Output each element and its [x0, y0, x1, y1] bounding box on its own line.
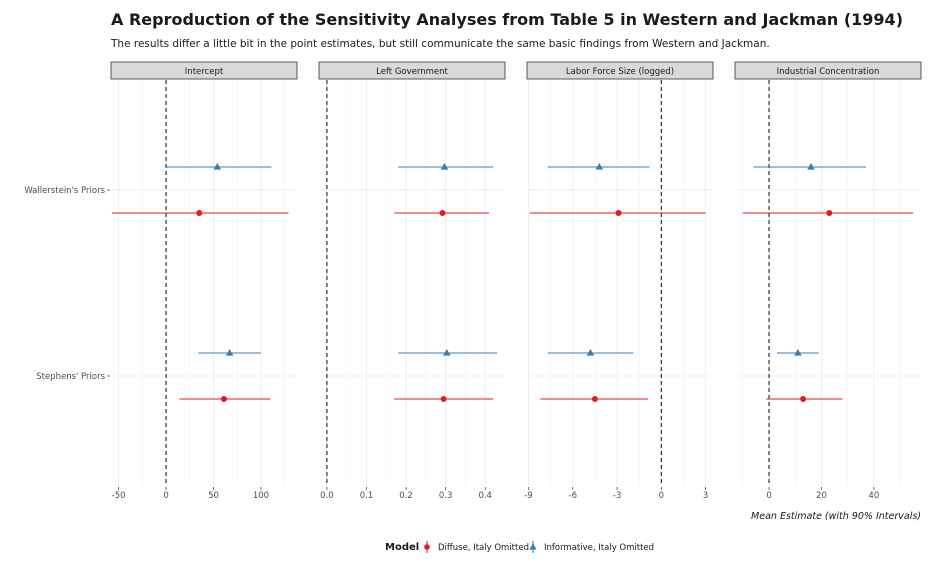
estimate-wallerstein-s-priors-diffuse-italy-omitted-point — [826, 210, 833, 216]
legend-label-diffuse-italy-omitted: Diffuse, Italy Omitted — [438, 543, 529, 553]
facet-left-government-strip-label: Left Government — [376, 67, 448, 77]
facet-industrial-concentration-strip-label: Industrial Concentration — [777, 67, 880, 77]
facet-labor-force-size-logged: Labor Force Size (logged) -9 -6 -3 0 3 — [524, 61, 714, 501]
x-tick-label: 3 — [703, 491, 708, 501]
y-axis-label-stephens-priors: Stephens' Priors — [36, 372, 105, 382]
x-tick-label: -6 — [569, 491, 577, 501]
facet-intercept: Intercept -50 0 50 100 — [110, 61, 298, 501]
facet-intercept-strip-label: Intercept — [185, 67, 224, 77]
x-tick-label: 0 — [659, 491, 664, 501]
estimate-wallerstein-s-priors-informative-italy-omitted-point — [440, 163, 449, 170]
estimate-stephens-priors-diffuse-italy-omitted-point — [440, 396, 447, 402]
x-tick-label: 0.0 — [320, 491, 334, 501]
legend-title: Model — [385, 542, 419, 553]
facet-left-government-strip — [318, 61, 506, 80]
estimate-stephens-priors-diffuse-italy-omitted-point — [591, 396, 598, 402]
legend-label-informative-italy-omitted: Informative, Italy Omitted — [544, 543, 654, 553]
facet-industrial-concentration-strip — [734, 61, 922, 80]
x-tick-label: 0 — [766, 491, 771, 501]
facet-intercept-strip — [110, 61, 298, 80]
estimate-stephens-priors-informative-italy-omitted-point — [225, 349, 234, 356]
estimate-wallerstein-s-priors-diffuse-italy-omitted-point — [615, 210, 622, 216]
estimate-wallerstein-s-priors-informative-italy-omitted-point — [807, 163, 815, 170]
estimate-stephens-priors-informative-italy-omitted-point — [794, 349, 802, 356]
chart-title: A Reproduction of the Sensitivity Analys… — [111, 10, 903, 29]
x-tick-label: -50 — [112, 491, 126, 501]
x-tick-label: 0 — [163, 491, 168, 501]
estimate-stephens-priors-diffuse-italy-omitted-point — [220, 396, 227, 402]
chart-subtitle: The results differ a little bit in the p… — [111, 38, 770, 50]
estimate-stephens-priors-informative-italy-omitted-point — [443, 349, 451, 356]
facet-labor-force-size-logged-strip — [526, 61, 714, 80]
legend-key-informative-italy-omitted-marker — [529, 543, 537, 550]
x-tick-label: 0.2 — [399, 491, 413, 501]
estimate-wallerstein-s-priors-diffuse-italy-omitted-point — [439, 210, 446, 216]
estimate-stephens-priors-informative-italy-omitted-point — [586, 349, 595, 356]
facet-industrial-concentration: Industrial Concentration 0 20 40 — [734, 61, 922, 501]
y-axis-label-wallerstein-s-priors: Wallerstein's Priors — [24, 186, 105, 196]
x-tick-label: 0.1 — [360, 491, 374, 501]
facet-labor-force-size-logged-strip-label: Labor Force Size (logged) — [566, 67, 674, 77]
estimate-stephens-priors-diffuse-italy-omitted-point — [800, 396, 807, 402]
x-axis-caption: Mean Estimate (with 90% Intervals) — [751, 511, 921, 522]
x-tick-label: 40 — [868, 491, 879, 501]
estimate-wallerstein-s-priors-diffuse-italy-omitted-point — [196, 210, 203, 216]
facet-left-government: Left Government 0.0 0.1 0.2 0.3 0.4 — [318, 61, 506, 501]
x-tick-label: 100 — [253, 491, 269, 501]
x-tick-label: 0.3 — [439, 491, 453, 501]
x-tick-label: 20 — [816, 491, 827, 501]
estimate-wallerstein-s-priors-informative-italy-omitted-point — [595, 163, 604, 170]
x-tick-label: -9 — [524, 491, 532, 501]
x-tick-label: 0.4 — [478, 491, 492, 501]
x-tick-label: 50 — [208, 491, 219, 501]
legend-key-diffuse-italy-omitted-marker — [424, 544, 430, 550]
x-tick-label: -3 — [613, 491, 621, 501]
estimate-wallerstein-s-priors-informative-italy-omitted-point — [213, 163, 222, 170]
